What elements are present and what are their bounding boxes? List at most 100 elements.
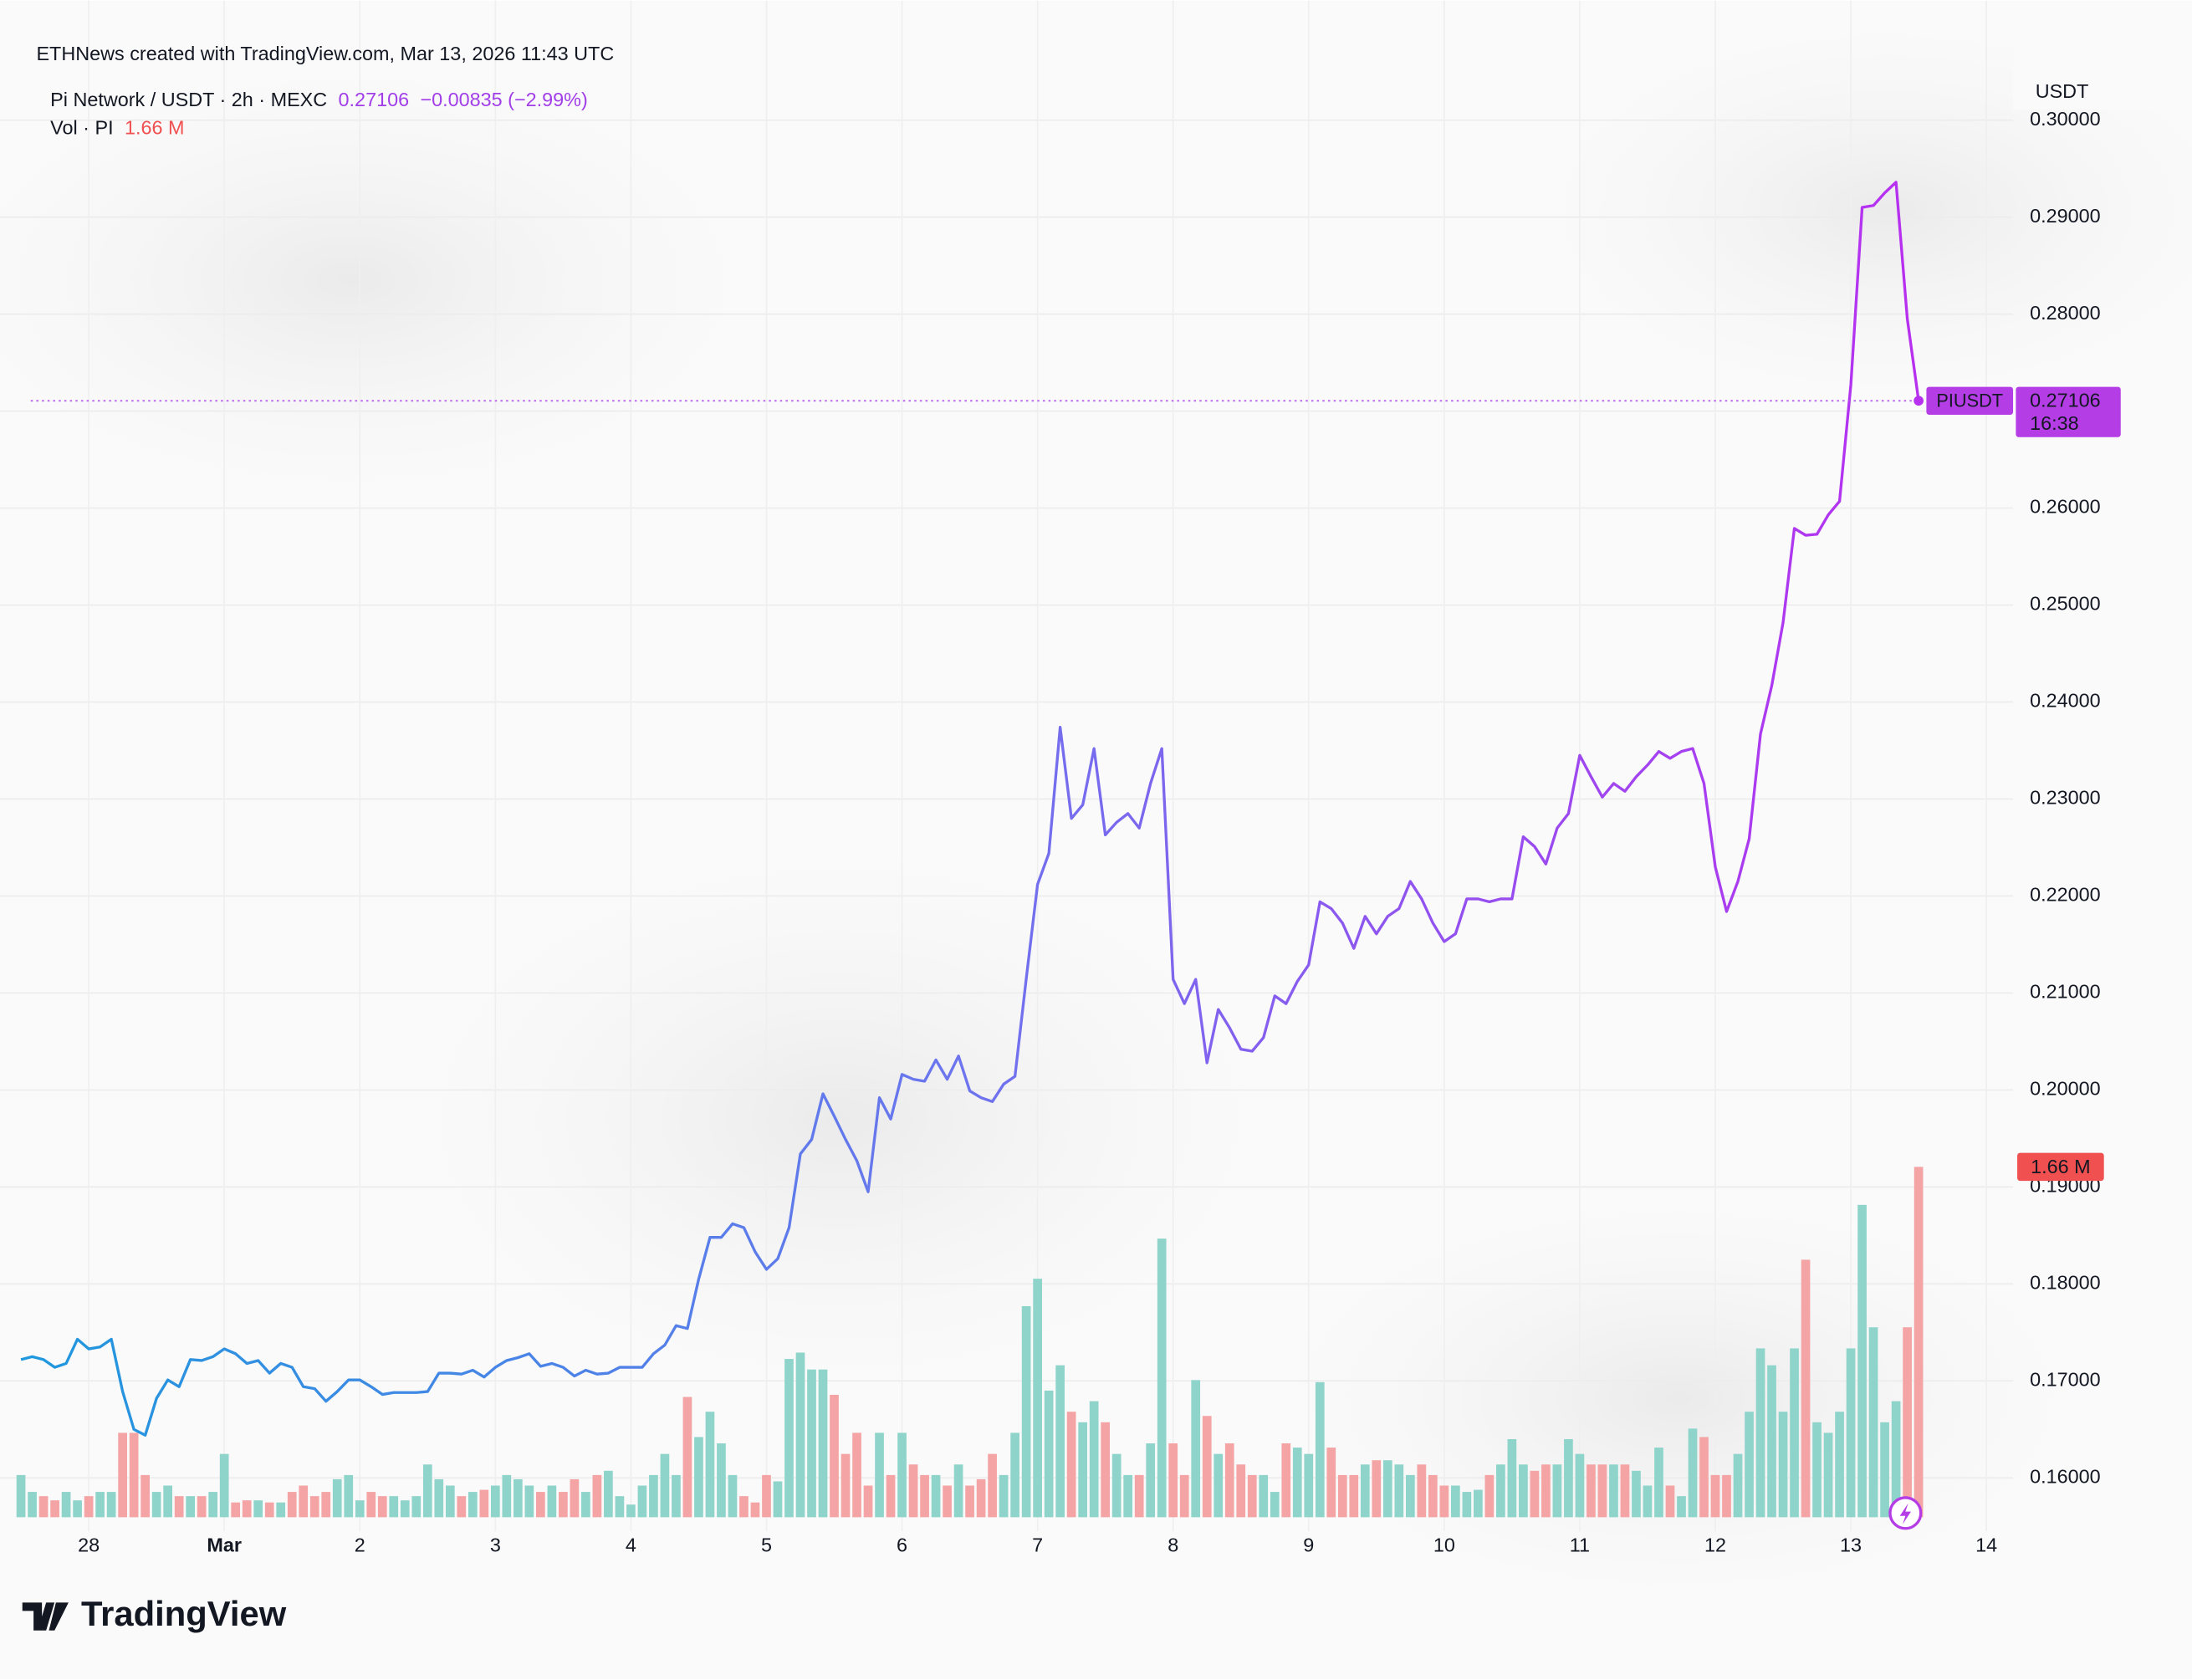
volume-bar: [1632, 1470, 1641, 1518]
x-tick-label: 10: [1433, 1534, 1455, 1556]
x-tick-label: 14: [1975, 1534, 1997, 1556]
y-tick-label: 0.29000: [2030, 205, 2101, 227]
volume-bar: [1451, 1485, 1460, 1518]
volume-bar: [1552, 1464, 1562, 1518]
volume-bar: [976, 1478, 986, 1518]
watermark: ETHNews created with TradingView.com, Ma…: [36, 43, 614, 64]
volume-bar: [581, 1492, 590, 1518]
volume-bar: [841, 1453, 851, 1518]
volume-bar: [253, 1500, 263, 1518]
volume-bar: [897, 1432, 907, 1518]
volume-bar: [1846, 1348, 1856, 1518]
icon-bolt[interactable]: [1899, 1503, 1912, 1524]
volume-bar: [1146, 1443, 1156, 1518]
price-badge: [2016, 386, 2121, 437]
background-cloud: [391, 839, 1286, 1399]
volume-bar: [231, 1502, 241, 1518]
volume-bar: [1903, 1327, 1912, 1518]
volume-bar: [988, 1453, 997, 1518]
volume-bar: [1620, 1464, 1630, 1518]
volume-bar: [1111, 1453, 1122, 1518]
volume-bar: [1801, 1259, 1811, 1518]
volume-bar: [953, 1464, 963, 1518]
y-tick-label: 0.30000: [2030, 108, 2101, 130]
volume-bar: [660, 1453, 670, 1518]
volume-bar: [377, 1496, 387, 1518]
volume-bar: [445, 1485, 455, 1518]
volume-bar: [615, 1496, 625, 1518]
volume-bar: [1134, 1474, 1144, 1518]
y-tick-label: 0.28000: [2030, 302, 2101, 324]
volume-bar: [1474, 1489, 1483, 1518]
volume-bar: [1880, 1422, 1889, 1518]
grid: [0, 0, 2014, 1532]
volume-bar: [1722, 1474, 1731, 1518]
volume-bar: [389, 1496, 399, 1518]
price-badge-value: 0.27106: [2030, 389, 2101, 411]
volume-bar: [795, 1352, 805, 1518]
volume-bar: [1823, 1432, 1833, 1518]
volume-bar: [411, 1496, 422, 1518]
volume-bar: [1044, 1390, 1054, 1518]
volume-bar: [908, 1464, 918, 1518]
symbol-badge-label: PIUSDT: [1936, 391, 2003, 411]
volume-bar: [1609, 1464, 1618, 1518]
volume-bar: [38, 1496, 49, 1518]
volume-bar: [1439, 1485, 1449, 1518]
volume-bar: [694, 1437, 703, 1518]
volume-bar: [1214, 1453, 1224, 1518]
price-change: −0.00835 (−2.99%): [420, 89, 587, 110]
volume-bar: [1541, 1464, 1551, 1518]
axis-header-bg: [2013, 42, 2192, 110]
volume-bar: [536, 1492, 545, 1518]
x-tick-label: 9: [1303, 1534, 1314, 1556]
x-tick-label: 6: [897, 1534, 907, 1556]
volume-bar: [1021, 1305, 1031, 1518]
volume-bar: [1654, 1448, 1663, 1518]
volume-bar: [943, 1485, 952, 1518]
volume-bar: [208, 1492, 218, 1518]
volume-bar: [1394, 1464, 1404, 1518]
x-tick-label: 5: [761, 1534, 772, 1556]
x-tick-label: 4: [626, 1534, 636, 1556]
volume-bar: [1891, 1401, 1901, 1518]
y-tick-label: 0.23000: [2030, 787, 2101, 809]
volume-bar: [1665, 1485, 1675, 1518]
volume-bar: [863, 1485, 873, 1518]
volume-bar: [1507, 1438, 1517, 1518]
volume-bar: [852, 1432, 861, 1518]
volume-bar: [366, 1492, 376, 1518]
volume-bar: [434, 1478, 444, 1518]
y-tick-label: 0.26000: [2030, 496, 2101, 518]
y-tick-label: 0.16000: [2030, 1465, 2101, 1487]
volume-bar: [875, 1432, 884, 1518]
volume-bar: [1767, 1365, 1776, 1518]
volume-bar: [287, 1492, 297, 1518]
x-tick-label: 28: [78, 1534, 100, 1556]
volume-bar: [479, 1489, 489, 1518]
volume-bar: [400, 1500, 410, 1518]
volume-bar: [151, 1492, 161, 1518]
x-tick-label: 3: [490, 1534, 501, 1556]
volume-bar: [332, 1478, 342, 1518]
volume-bar: [1868, 1327, 1878, 1518]
axis: 0.160000.170000.180000.190000.200000.210…: [78, 108, 2121, 1556]
volume-bar: [61, 1492, 71, 1518]
volume-bar: [784, 1359, 794, 1518]
x-tick-label: Mar: [207, 1534, 242, 1556]
volume-bar: [141, 1474, 150, 1518]
volume-bar: [73, 1500, 82, 1518]
volume-bar: [299, 1485, 309, 1518]
volume-bar: [1778, 1412, 1788, 1518]
lightning-icon[interactable]: [1888, 1496, 1923, 1530]
volume-bar: [1835, 1412, 1844, 1518]
logo-mark: [22, 1602, 69, 1631]
volume-bar: [422, 1464, 432, 1518]
volume-bar: [637, 1485, 647, 1518]
chart-title: Pi Network / USDT · 2h · MEXC 0.27106 −0.0…: [50, 89, 588, 110]
volume-bar: [1812, 1422, 1822, 1518]
x-tick-label: 8: [1168, 1534, 1178, 1556]
volume-bar: [502, 1474, 512, 1518]
